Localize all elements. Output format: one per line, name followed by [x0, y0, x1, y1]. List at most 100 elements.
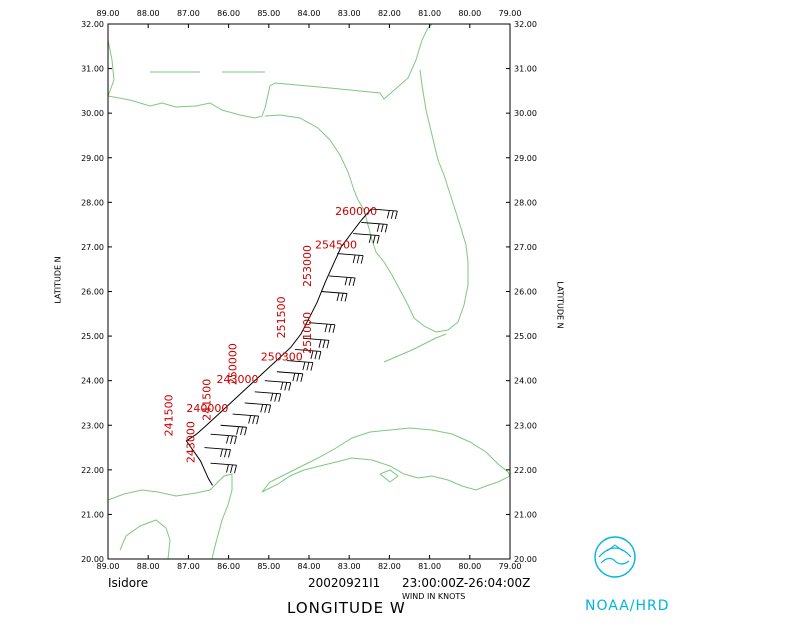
wind-barb	[276, 371, 304, 382]
wind-barb	[264, 380, 292, 391]
lon-tick-label-top: 82.00	[378, 9, 401, 18]
lat-tick-label-left: 21.00	[81, 510, 104, 519]
lon-tick-label-bottom: 81.00	[418, 562, 441, 571]
wind-barb	[308, 322, 336, 333]
lon-tick-label-bottom: 85.00	[257, 562, 280, 571]
lon-tick-label-bottom: 79.00	[499, 562, 522, 571]
lat-tick-label-right: 20.00	[514, 555, 537, 564]
wind-barb	[210, 462, 237, 474]
wind-barb	[294, 349, 322, 360]
wind-barb	[371, 208, 398, 220]
lat-tick-label-right: 29.00	[514, 154, 537, 163]
time-label: 240000	[186, 402, 228, 415]
lat-tick-label-right: 26.00	[514, 288, 537, 297]
lat-tick-label-right: 24.00	[514, 377, 537, 386]
lon-tick-label-top: 85.00	[257, 9, 280, 18]
wind-barb	[220, 424, 247, 436]
lon-tick-label-bottom: 84.00	[298, 562, 321, 571]
lon-tick-label-top: 87.00	[177, 9, 200, 18]
lat-tick-label-right: 21.00	[514, 510, 537, 519]
lat-tick-label-right: 22.00	[514, 466, 537, 475]
coastline-layer	[108, 24, 510, 559]
lon-tick-label-top: 89.00	[97, 9, 120, 18]
wind-barb	[337, 253, 364, 264]
time-label: 241500	[162, 394, 175, 436]
time-label: 250000	[227, 343, 240, 385]
lat-tick-label-right: 30.00	[514, 109, 537, 118]
plot-frame	[107, 23, 511, 560]
lat-tick-label-left: 31.00	[81, 65, 104, 74]
wind-barb	[321, 291, 348, 302]
lat-tick-label-right: 32.00	[514, 20, 537, 29]
wind-barb	[302, 337, 330, 349]
lat-tick-label-left: 23.00	[81, 421, 104, 430]
lon-tick-label-bottom: 88.00	[137, 562, 160, 571]
flight-track-line	[185, 208, 372, 486]
coastline-isla-juventud	[379, 469, 399, 483]
wind-barb	[329, 275, 356, 287]
lat-tick-label-left: 22.00	[81, 466, 104, 475]
wind-barb	[204, 447, 231, 458]
storm-name: Isidore	[108, 576, 149, 590]
lat-tick-label-left: 28.00	[81, 198, 104, 207]
x-axis-title: LONGITUDE W	[287, 599, 406, 617]
wind-barb	[361, 221, 388, 233]
time-range: 23:00:00Z-26:04:00Z	[402, 576, 531, 590]
wind-barb	[286, 360, 314, 371]
time-label: 254500	[315, 239, 357, 252]
axis-ticks: 89.00 89.00 88.00 88.00 87.00 87.00 86.00 86.00…	[81, 9, 537, 571]
lon-tick-label-bottom: 87.00	[177, 562, 200, 571]
lat-tick-label-left: 26.00	[81, 288, 104, 297]
time-label: 243000	[217, 373, 259, 386]
lon-tick-label-bottom: 83.00	[338, 562, 361, 571]
lon-tick-label-top: 79.00	[499, 9, 522, 18]
lat-tick-label-right: 23.00	[514, 421, 537, 430]
lat-tick-label-left: 30.00	[81, 109, 104, 118]
lat-tick-label-left: 27.00	[81, 243, 104, 252]
time-label: 251000	[301, 312, 314, 354]
time-label: 243000	[184, 421, 197, 463]
lat-tick-label-left: 29.00	[81, 154, 104, 163]
wind-barb	[232, 413, 260, 425]
coastline-yucatan	[108, 473, 233, 559]
lon-tick-label-top: 83.00	[338, 9, 361, 18]
time-label: 251500	[275, 296, 288, 338]
lat-tick-label-right: 27.00	[514, 243, 537, 252]
time-label: 260000	[335, 205, 377, 218]
lon-tick-label-top: 84.00	[298, 9, 321, 18]
lon-tick-label-bottom: 80.00	[458, 562, 481, 571]
lat-tick-label-left: 24.00	[81, 377, 104, 386]
wind-barb	[244, 402, 272, 414]
coastline-yucatan-west	[119, 519, 171, 559]
wind-barb-layer	[204, 208, 398, 474]
lon-tick-label-top: 88.00	[137, 9, 160, 18]
lon-tick-label-bottom: 82.00	[378, 562, 401, 571]
y-axis-title-right: LATITUDE N	[555, 281, 565, 329]
lon-tick-label-top: 86.00	[217, 9, 240, 18]
coastline-cuba	[261, 427, 510, 493]
lon-tick-label-top: 81.00	[418, 9, 441, 18]
lat-tick-label-left: 20.00	[81, 555, 104, 564]
flight-track-layer	[185, 208, 372, 486]
noaa-logo-icon	[594, 536, 636, 578]
y-axis-title-left: LATITUDE N	[53, 256, 63, 304]
wind-barb	[254, 391, 282, 402]
lon-tick-label-bottom: 86.00	[217, 562, 240, 571]
wind-barb	[353, 233, 380, 244]
lon-tick-label-top: 80.00	[458, 9, 481, 18]
wind-units-note: WIND IN KNOTS	[402, 592, 466, 601]
coastline-florida	[108, 24, 469, 333]
lat-tick-label-left: 25.00	[81, 332, 104, 341]
lon-tick-label-bottom: 89.00	[97, 562, 120, 571]
agency-label: NOAA/HRD	[585, 598, 670, 614]
wind-barb	[210, 433, 237, 445]
time-label: 241500	[201, 379, 214, 421]
time-label: 250300	[261, 351, 303, 364]
time-label: 253000	[301, 245, 314, 287]
lat-tick-label-left: 32.00	[81, 20, 104, 29]
lat-tick-label-right: 28.00	[514, 198, 537, 207]
mission-id: 20020921I1	[308, 576, 381, 590]
coastline-alabama	[108, 39, 115, 97]
